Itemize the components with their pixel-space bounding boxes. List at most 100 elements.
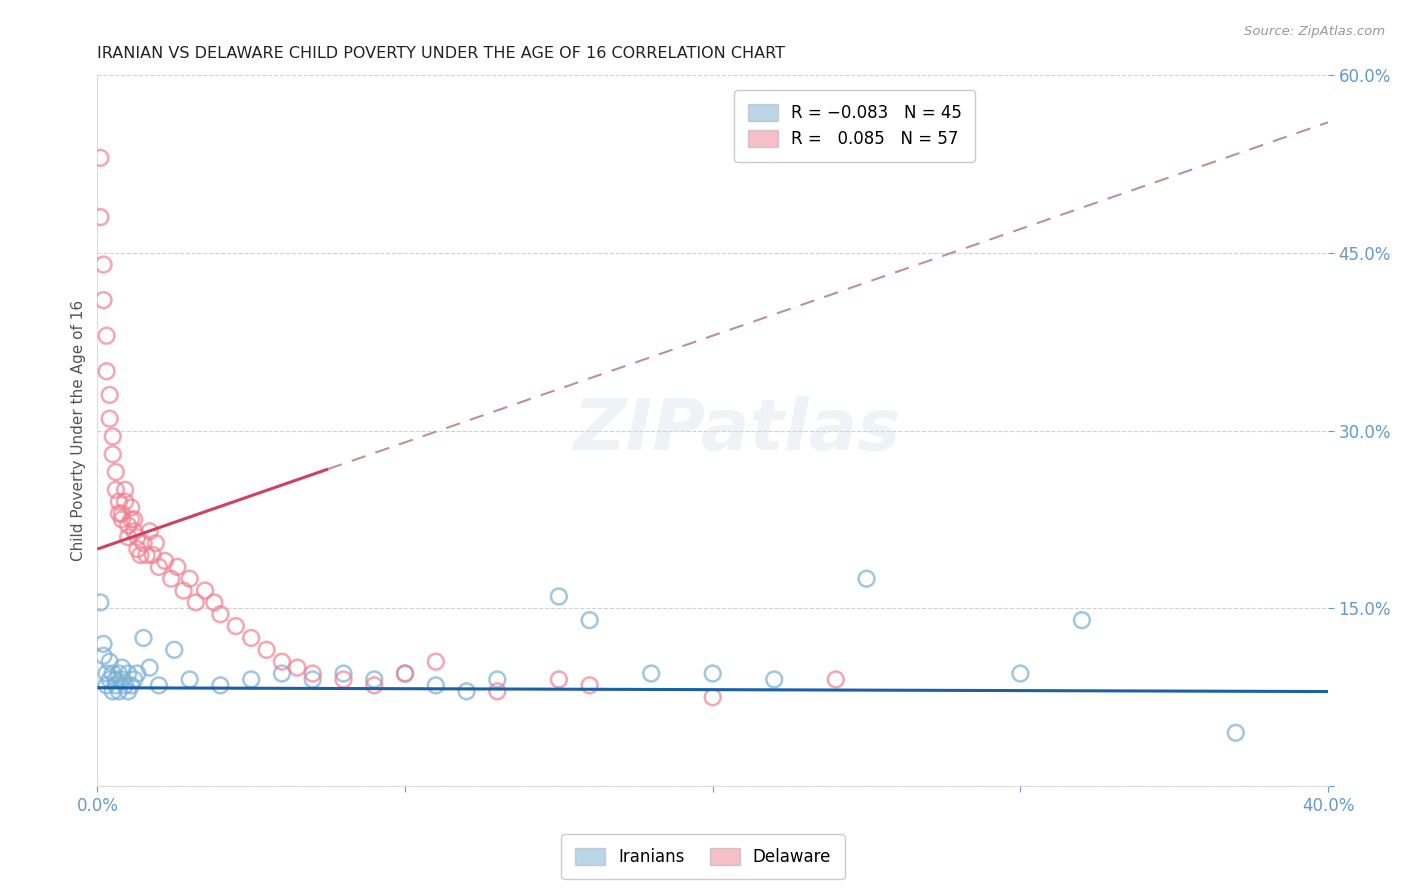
Point [101,429,124,443]
Point [108,666,131,681]
Point [824,673,846,687]
Point [153,554,176,568]
Point [101,447,124,461]
Point [256,642,278,657]
Point [111,507,134,521]
Point [114,678,136,692]
Point [117,530,139,544]
Point [138,524,160,539]
Point [127,542,149,557]
Point [138,660,160,674]
Point [135,548,157,562]
Point [184,595,207,609]
Point [240,673,263,687]
Text: IRANIAN VS DELAWARE CHILD POVERTY UNDER THE AGE OF 16 CORRELATION CHART: IRANIAN VS DELAWARE CHILD POVERTY UNDER … [97,46,786,62]
Point [179,572,201,586]
Point [93,293,115,307]
Point [132,631,155,645]
Point [332,666,354,681]
Point [111,512,134,526]
Point [114,494,136,508]
Point [96,364,118,378]
Point [98,655,121,669]
Point [578,613,600,627]
Point [93,648,115,663]
Point [108,494,131,508]
Point [163,642,186,657]
Point [98,673,121,687]
Point [578,678,600,692]
Point [456,684,478,698]
Point [98,411,121,425]
Point [111,660,134,674]
Point [425,678,447,692]
Point [194,583,217,598]
Point [148,678,170,692]
Point [209,678,232,692]
Point [89,210,111,224]
Point [1071,613,1094,627]
Point [394,666,416,681]
Point [104,483,127,497]
Point [547,590,569,604]
Point [160,572,183,586]
Point [117,518,139,533]
Point [486,684,509,698]
Point [93,258,115,272]
Point [114,483,136,497]
Point [108,684,131,698]
Point [117,684,139,698]
Point [145,536,167,550]
Point [124,512,146,526]
Point [1225,726,1247,740]
Point [763,673,786,687]
Point [124,524,146,539]
Text: ZIPatlas: ZIPatlas [574,396,901,465]
Point [120,500,142,515]
Point [363,678,385,692]
Point [108,507,131,521]
Point [127,666,149,681]
Point [104,678,127,692]
Point [101,666,124,681]
Point [209,607,232,622]
Point [301,666,323,681]
Point [129,548,152,562]
Point [425,655,447,669]
Point [89,595,111,609]
Point [1010,666,1032,681]
Y-axis label: Child Poverty Under the Age of 16: Child Poverty Under the Age of 16 [72,300,86,561]
Point [166,559,188,574]
Point [702,666,724,681]
Point [547,673,569,687]
Legend: Iranians, Delaware: Iranians, Delaware [561,834,845,880]
Point [179,673,201,687]
Point [148,559,170,574]
Point [89,151,111,165]
Point [96,328,118,343]
Point [132,536,155,550]
Point [96,678,118,692]
Point [271,666,294,681]
Point [225,619,247,633]
Point [394,666,416,681]
Point [124,673,146,687]
Text: Source: ZipAtlas.com: Source: ZipAtlas.com [1244,25,1385,38]
Point [142,548,165,562]
Point [702,690,724,705]
Point [640,666,662,681]
Point [111,673,134,687]
Point [120,678,142,692]
Point [173,583,195,598]
Point [117,666,139,681]
Point [104,465,127,479]
Point [93,637,115,651]
Point [101,684,124,698]
Point [104,673,127,687]
Point [98,388,121,402]
Point [127,530,149,544]
Point [120,512,142,526]
Point [332,673,354,687]
Point [240,631,263,645]
Point [301,673,323,687]
